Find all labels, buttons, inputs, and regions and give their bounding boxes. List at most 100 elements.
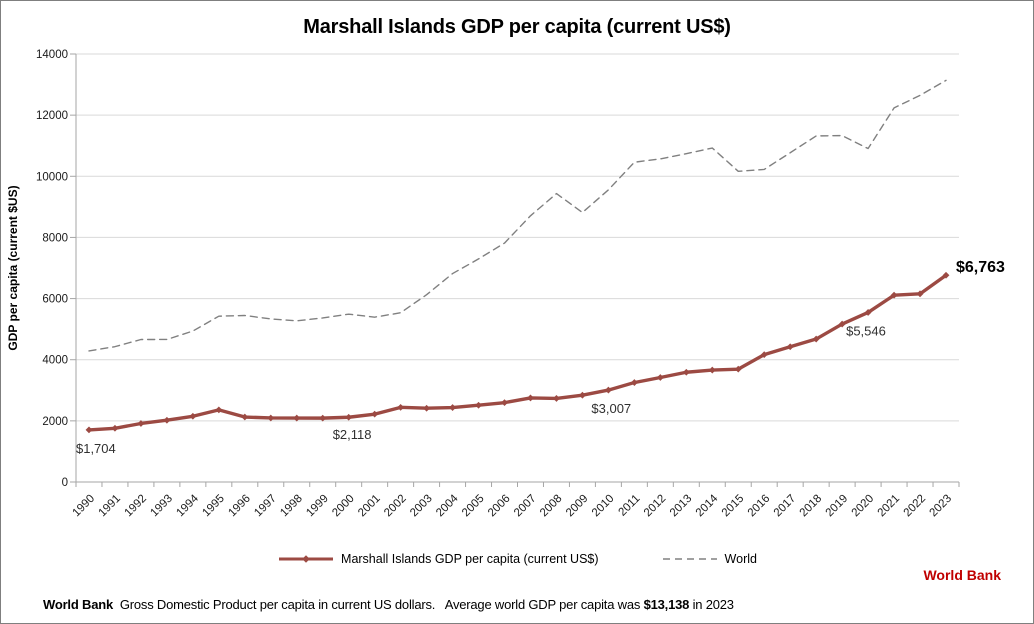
y-axis-label: 8000 bbox=[42, 232, 68, 244]
x-axis-label: 2004 bbox=[434, 492, 461, 519]
data-point-marker bbox=[215, 406, 223, 414]
data-point-marker bbox=[838, 320, 846, 328]
legend-item-world: World bbox=[661, 552, 757, 566]
x-axis-label: 1997 bbox=[252, 493, 279, 520]
data-point-marker bbox=[579, 391, 586, 399]
data-point-marker bbox=[111, 424, 119, 432]
x-axis-label: 1993 bbox=[148, 493, 175, 520]
data-label-2023: $6,763 bbox=[956, 259, 1005, 276]
x-axis-label: 2000 bbox=[330, 493, 357, 520]
x-axis-label: 2008 bbox=[538, 493, 565, 520]
source-note: World Bank Gross Domestic Product per ca… bbox=[43, 597, 734, 612]
y-axis-label: 2000 bbox=[42, 416, 68, 428]
data-point-marker bbox=[85, 426, 93, 434]
data-label-2000: $2,118 bbox=[333, 427, 372, 442]
series-line-marshall-islands bbox=[87, 273, 948, 432]
data-point-marker bbox=[890, 291, 898, 299]
data-point-marker bbox=[527, 394, 534, 402]
x-axis-label: 2003 bbox=[408, 493, 435, 520]
x-axis-label: 2020 bbox=[850, 493, 877, 520]
legend-key-marshall-line-icon bbox=[279, 555, 334, 563]
x-axis-label: 2007 bbox=[512, 493, 539, 520]
data-point-marker bbox=[319, 414, 327, 422]
x-axis-label: 2022 bbox=[902, 493, 929, 520]
data-point-marker bbox=[397, 403, 405, 411]
world-bank-logo: World Bank bbox=[923, 567, 1001, 583]
legend-item-marshall: Marshall Islands GDP per capita (current… bbox=[277, 552, 599, 566]
chart-title: Marshall Islands GDP per capita (current… bbox=[303, 16, 731, 38]
data-point-marker bbox=[708, 366, 716, 374]
data-point-marker bbox=[630, 379, 638, 386]
data-point-marker bbox=[682, 368, 690, 376]
x-axis-label: 2019 bbox=[824, 493, 851, 520]
data-point-marker bbox=[604, 386, 612, 394]
data-point-marker bbox=[475, 401, 482, 409]
x-axis-label: 2009 bbox=[564, 493, 591, 520]
x-axis-label: 2018 bbox=[798, 493, 825, 520]
source-note-value: $13,138 bbox=[643, 597, 690, 612]
x-axis-label: 2006 bbox=[486, 493, 513, 520]
x-axis-label: 1991 bbox=[96, 493, 123, 520]
data-point-marker bbox=[423, 404, 431, 412]
y-axis-label: 12000 bbox=[36, 110, 68, 122]
x-axis-label: 2021 bbox=[876, 493, 903, 520]
x-axis-label: 2012 bbox=[642, 493, 669, 520]
x-axis-label: 1998 bbox=[278, 493, 305, 520]
series-line-world bbox=[88, 79, 947, 352]
x-axis-label: 1995 bbox=[200, 493, 227, 520]
data-point-marker bbox=[864, 309, 872, 316]
data-point-marker bbox=[293, 414, 301, 422]
data-point-marker bbox=[267, 414, 275, 422]
y-axis-label: 14000 bbox=[36, 49, 68, 61]
data-label-1990: $1,704 bbox=[76, 441, 116, 456]
data-label-2010: $3,007 bbox=[591, 401, 631, 416]
source-note-source: World Bank bbox=[43, 597, 113, 612]
y-axis-title: GDP per capita (current $US) bbox=[6, 185, 20, 350]
data-point-marker bbox=[449, 404, 456, 411]
x-axis-label: 2002 bbox=[382, 493, 409, 520]
x-axis-label: 1996 bbox=[226, 493, 253, 520]
source-note-suffix: in 2023 bbox=[689, 597, 734, 612]
x-axis-label: 2011 bbox=[617, 493, 643, 519]
x-axis-label: 2005 bbox=[460, 493, 487, 520]
data-point-marker bbox=[371, 410, 379, 418]
source-note-body: Gross Domestic Product per capita in cur… bbox=[113, 597, 644, 612]
y-axis-label: 6000 bbox=[42, 294, 68, 306]
x-axis-label: 2017 bbox=[772, 493, 799, 520]
x-axis-label: 2023 bbox=[928, 493, 955, 520]
x-axis-label: 2015 bbox=[720, 493, 747, 520]
data-point-marker bbox=[137, 420, 145, 427]
data-point-marker bbox=[734, 365, 742, 373]
data-point-marker bbox=[241, 413, 249, 421]
data-point-marker bbox=[656, 374, 664, 381]
legend-label-world: World bbox=[724, 552, 757, 566]
x-axis-label: 2010 bbox=[590, 493, 617, 520]
data-point-marker bbox=[760, 351, 768, 359]
data-point-marker bbox=[786, 343, 794, 351]
x-axis-label: 1992 bbox=[122, 493, 149, 520]
data-label-2020: $5,546 bbox=[846, 323, 886, 338]
legend-key-world-line-icon bbox=[662, 558, 717, 560]
data-point-marker bbox=[553, 395, 560, 402]
data-point-marker bbox=[189, 412, 197, 420]
data-point-marker bbox=[163, 416, 171, 424]
x-axis-label: 2001 bbox=[356, 493, 383, 520]
data-point-marker bbox=[812, 335, 820, 343]
x-axis-label: 2014 bbox=[694, 492, 721, 519]
x-axis-label: 1994 bbox=[174, 492, 201, 519]
data-point-marker bbox=[501, 399, 508, 407]
y-axis-label: 10000 bbox=[36, 171, 68, 183]
legend-label-marshall: Marshall Islands GDP per capita (current… bbox=[341, 552, 599, 566]
data-point-marker bbox=[916, 290, 924, 298]
x-axis-label: 1999 bbox=[304, 493, 331, 520]
y-axis-label: 4000 bbox=[42, 355, 68, 367]
data-point-marker bbox=[345, 413, 353, 421]
x-axis-label: 1990 bbox=[71, 493, 98, 520]
y-axis-label: 0 bbox=[62, 477, 68, 489]
data-point-marker bbox=[942, 271, 950, 279]
x-axis-label: 2016 bbox=[746, 493, 773, 520]
x-axis-label: 2013 bbox=[668, 493, 695, 520]
chart-legend: Marshall Islands GDP per capita (current… bbox=[1, 552, 1033, 566]
